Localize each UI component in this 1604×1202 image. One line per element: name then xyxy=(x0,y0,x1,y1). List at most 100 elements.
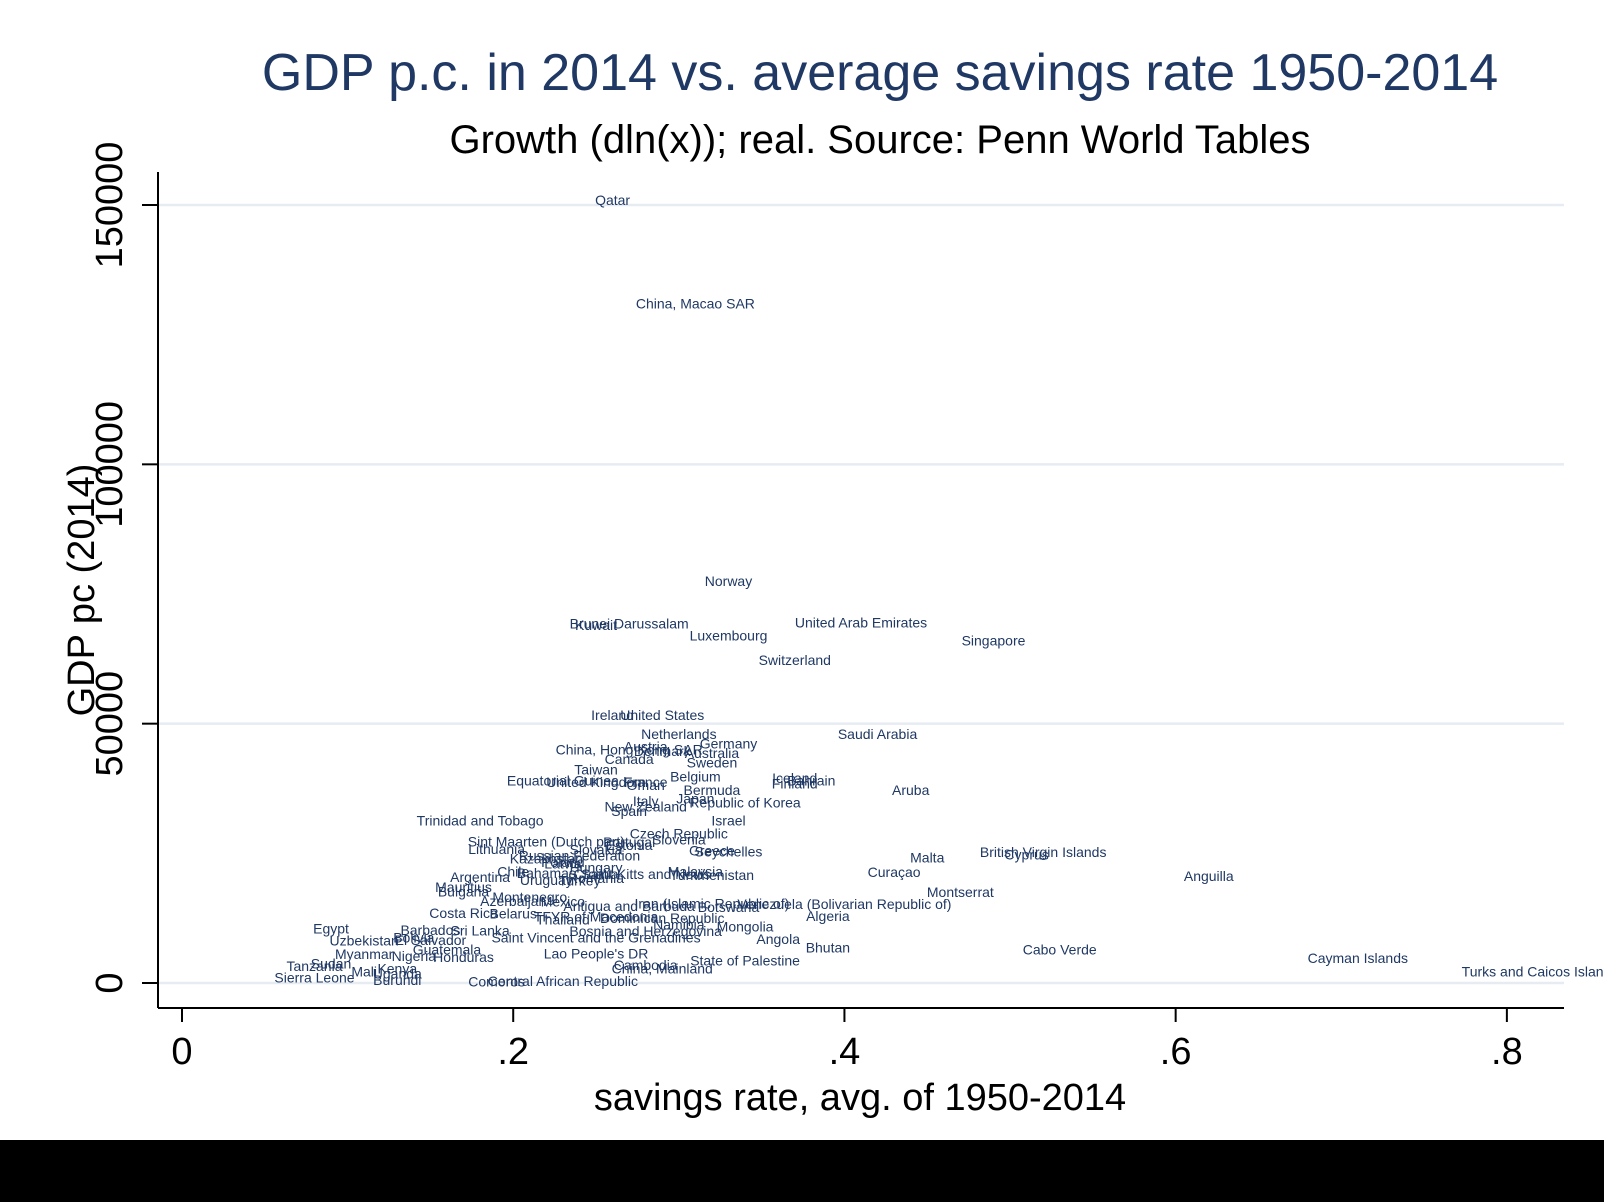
data-point-label: China, Mainland xyxy=(612,960,713,976)
data-point-label: Kazakhstan xyxy=(510,851,583,867)
data-point-label: Japan xyxy=(676,790,714,806)
data-point-label: Uruguay xyxy=(520,872,573,888)
data-point-label: Iran (Islamic Republic of) xyxy=(635,896,790,912)
data-point-label: Uganda xyxy=(373,966,422,982)
data-point-label: Switzerland xyxy=(759,652,831,668)
data-point-label: Kenya xyxy=(377,960,417,976)
y-tick-label: 50000 xyxy=(89,671,131,777)
data-point-label: Sweden xyxy=(687,755,738,771)
x-tick-label: 0 xyxy=(171,1031,192,1073)
data-point-label: Mongolia xyxy=(717,918,774,934)
data-point-label: Czech Republic xyxy=(630,826,728,842)
data-point-label: Turkmenistan xyxy=(670,867,754,883)
data-point-label: Myanmar xyxy=(335,946,394,962)
x-tick-label: .4 xyxy=(829,1031,861,1073)
data-point-label: Aruba xyxy=(892,782,930,798)
data-point-label: Slovenia xyxy=(652,831,706,847)
data-point-label: Saudi Arabia xyxy=(838,726,918,742)
x-tick-label: .8 xyxy=(1491,1031,1523,1073)
data-point-label: Israel xyxy=(711,813,745,829)
data-point-label: Angola xyxy=(756,931,800,947)
data-point-label: Algeria xyxy=(806,908,850,924)
data-point-label: Bosnia and Herzegovina xyxy=(569,923,722,939)
data-point-label: Canada xyxy=(605,751,654,767)
data-point-label: Botswana xyxy=(698,899,760,915)
y-tick-label: 0 xyxy=(89,972,131,993)
axes: 0 50000 100000 150000 0 .2 .4 .6 .8 xyxy=(89,142,1564,1073)
data-point-label: Anguilla xyxy=(1184,868,1234,884)
data-point-label: Russian Federation xyxy=(519,847,640,863)
data-point-label: Sint Maarten (Dutch part) xyxy=(468,833,625,849)
data-point-label: Germany xyxy=(700,735,758,751)
data-point-label: Luxembourg xyxy=(690,627,768,643)
data-point-label: Tanzania xyxy=(286,958,342,974)
data-point-label: British Virgin Islands xyxy=(980,844,1107,860)
data-point-label: Denmark xyxy=(634,743,692,759)
data-point-label: Bulgaria xyxy=(438,884,490,900)
chart-title: GDP p.c. in 2014 vs. average savings rat… xyxy=(262,44,1498,102)
data-point-label: Malta xyxy=(910,849,944,865)
data-point-label: Seychelles xyxy=(695,843,763,859)
data-point-label: Austria xyxy=(624,738,668,754)
data-point-label: China, Macao SAR xyxy=(636,296,755,312)
data-point-label: Azerbaijan xyxy=(480,893,546,909)
data-point-label: Lithuania xyxy=(468,841,525,857)
data-point-label: Cyprus xyxy=(1004,846,1048,862)
data-point-label: Spain xyxy=(611,803,647,819)
data-point-label: Cayman Islands xyxy=(1308,950,1408,966)
data-point-label: Ireland xyxy=(591,707,634,723)
data-point-label: El Salvador xyxy=(395,932,467,948)
data-point-label: Taiwan xyxy=(574,761,618,777)
data-point-label: Turkey xyxy=(558,872,600,888)
data-point-label: Slovakia xyxy=(570,842,623,858)
data-point-label: China, Hong Kong SAR xyxy=(556,742,703,758)
data-point-label: New Zealand xyxy=(604,799,687,815)
data-point-label: TFYR of Macedonia xyxy=(534,909,659,925)
data-point-label: Greece xyxy=(689,843,735,859)
data-point-label: Belgium xyxy=(670,769,721,785)
chart-canvas: GDP p.c. in 2014 vs. average savings rat… xyxy=(0,0,1604,1140)
data-point-label: Latvia xyxy=(544,856,582,872)
data-point-label: Finland xyxy=(772,775,818,791)
data-point-label: Argentina xyxy=(450,869,510,885)
data-point-label: Portugal xyxy=(603,834,655,850)
data-point-label: Honduras xyxy=(433,949,494,965)
data-point-label: Uzbekistan xyxy=(330,932,399,948)
scatter-chart: GDP p.c. in 2014 vs. average savings rat… xyxy=(61,44,1604,1119)
data-point-label: Central African Republic xyxy=(488,973,638,989)
data-point-label: Italy xyxy=(633,793,659,809)
data-point-label: Montserrat xyxy=(927,884,994,900)
data-point-label: Estonia xyxy=(606,837,653,853)
data-point-label: Thailand xyxy=(536,912,590,928)
x-tick-label: .2 xyxy=(497,1031,529,1073)
data-point-label: Romania xyxy=(568,870,624,886)
data-point-label: Qatar xyxy=(595,192,630,208)
data-point-label: United Arab Emirates xyxy=(795,615,927,631)
data-point-label: Mexico xyxy=(541,894,586,910)
data-point-label: Bolivia xyxy=(393,929,434,945)
x-axis-title: savings rate, avg. of 1950-2014 xyxy=(594,1077,1126,1119)
data-point-label: Netherlands xyxy=(641,726,717,742)
data-point-label: Bermuda xyxy=(684,782,741,798)
y-tick-label: 150000 xyxy=(89,142,131,269)
data-point-label: Cabo Verde xyxy=(1023,941,1097,957)
data-point-label: Nigeria xyxy=(392,948,437,964)
data-point-label: Cambodia xyxy=(614,957,678,973)
data-point-label: Guatemala xyxy=(413,941,482,957)
data-point-label: Curaçao xyxy=(868,864,921,880)
data-points: Qatar China, Macao SAR Norway Brunei Daruss… xyxy=(274,192,1604,990)
data-point-label: Saint Kitts and Nevis xyxy=(581,866,710,882)
data-point-label: Antigua and Barbuda xyxy=(563,898,695,914)
data-point-label: Sri Lanka xyxy=(451,923,510,939)
data-point-label: State of Palestine xyxy=(690,953,800,969)
data-point-label: Bahrain xyxy=(787,773,835,789)
data-point-label: Malaysia xyxy=(668,863,723,879)
data-point-label: Saint Vincent and the Grenadines xyxy=(491,929,700,945)
data-point-label: Mali xyxy=(351,964,377,980)
data-point-label: Brunei Darussalam xyxy=(570,616,689,632)
gridlines xyxy=(158,203,1564,985)
data-point-label: Dominican Republic xyxy=(600,910,725,926)
data-point-label: Republic of Korea xyxy=(689,795,801,811)
data-point-label: France xyxy=(624,774,668,790)
data-point-label: Poland xyxy=(541,854,585,870)
